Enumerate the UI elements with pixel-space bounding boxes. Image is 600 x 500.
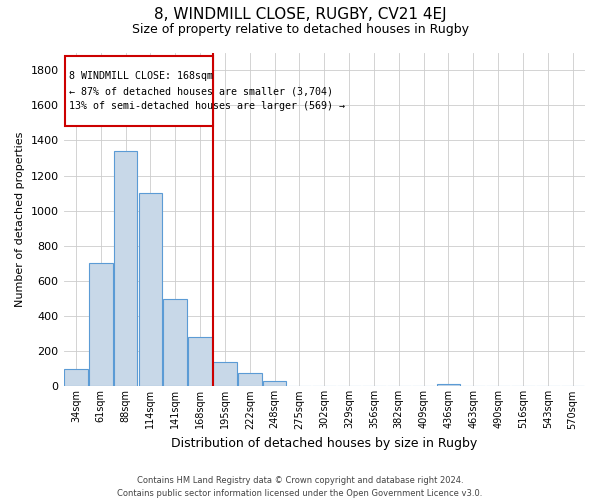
Bar (64, 369, 88, 386)
Bar (213, 362, 237, 386)
Bar (139, 193, 162, 386)
Bar (114, 151, 137, 386)
Bar (163, 298, 187, 386)
Bar (238, 373, 262, 386)
Text: 8, WINDMILL CLOSE, RUGBY, CV21 4EJ: 8, WINDMILL CLOSE, RUGBY, CV21 4EJ (154, 8, 446, 22)
Text: 8 WINDMILL CLOSE: 168sqm
← 87% of detached houses are smaller (3,704)
13% of sem: 8 WINDMILL CLOSE: 168sqm ← 87% of detach… (68, 72, 344, 111)
Y-axis label: Number of detached properties: Number of detached properties (15, 132, 25, 307)
Bar (263, 381, 286, 386)
Text: Contains HM Land Registry data © Crown copyright and database right 2024.
Contai: Contains HM Land Registry data © Crown c… (118, 476, 482, 498)
Bar (65, 56, 212, 126)
X-axis label: Distribution of detached houses by size in Rugby: Distribution of detached houses by size … (171, 437, 478, 450)
Text: Size of property relative to detached houses in Rugby: Size of property relative to detached ho… (131, 22, 469, 36)
Bar (89, 264, 113, 386)
Bar (188, 337, 212, 386)
Bar (437, 384, 460, 386)
